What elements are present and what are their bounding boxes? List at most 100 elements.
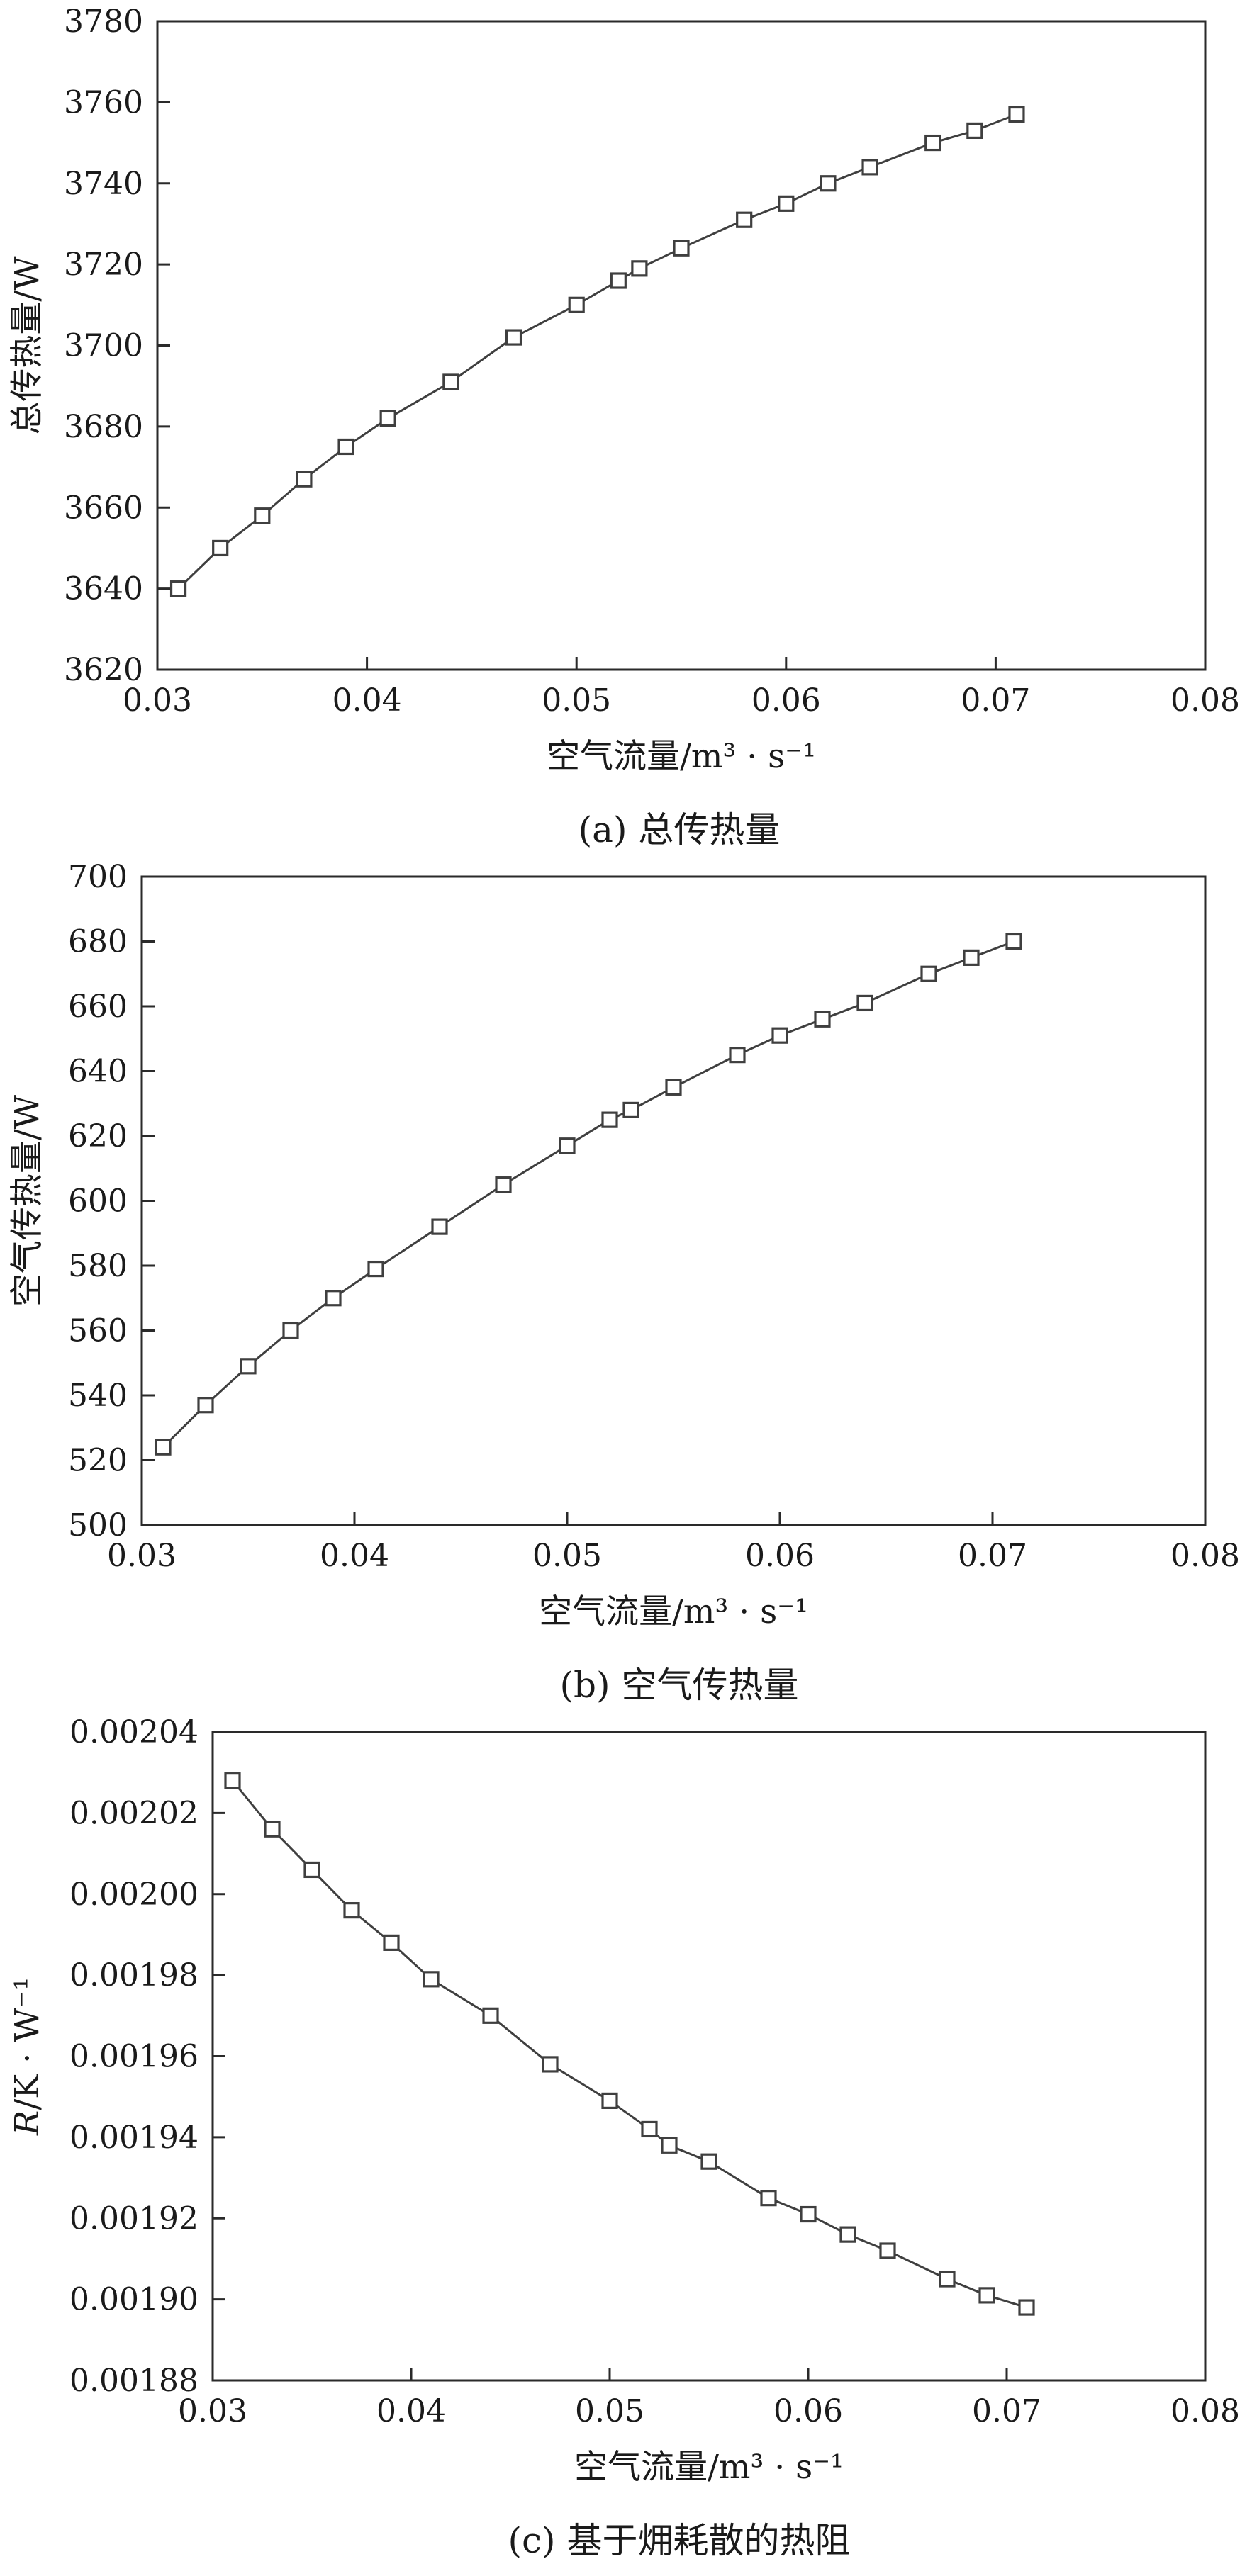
data-point-marker bbox=[736, 211, 753, 228]
y-axis-label: 空气传热量/W bbox=[8, 1094, 47, 1307]
data-point-marker bbox=[700, 2153, 717, 2170]
data-point-marker bbox=[212, 539, 229, 557]
data-point-marker bbox=[383, 1934, 400, 1951]
x-tick-label: 0.05 bbox=[575, 2393, 644, 2429]
x-tick-label: 0.04 bbox=[332, 682, 402, 719]
y-tick-label: 0.00198 bbox=[69, 1957, 199, 1993]
data-point-marker bbox=[1018, 2299, 1035, 2316]
x-tick-label: 0.07 bbox=[958, 1538, 1027, 1574]
data-point-marker bbox=[665, 1079, 682, 1096]
data-line bbox=[162, 940, 1015, 1449]
y-tick-label: 0.00196 bbox=[69, 2039, 199, 2075]
data-point-marker bbox=[296, 471, 313, 488]
y-axis-label: R/K · W⁻¹ bbox=[8, 1977, 47, 2136]
data-point-marker bbox=[568, 296, 585, 313]
x-tick-label: 0.06 bbox=[751, 682, 821, 719]
data-point-marker bbox=[495, 1176, 512, 1193]
y-tick-label: 3680 bbox=[64, 409, 143, 445]
chart-a-caption: (a) 总传热量 bbox=[578, 809, 781, 850]
data-point-marker bbox=[631, 260, 648, 277]
data-point-marker bbox=[601, 1111, 618, 1128]
x-tick-label: 0.07 bbox=[961, 682, 1030, 719]
data-line bbox=[231, 1779, 1027, 2309]
data-point-marker bbox=[939, 2271, 956, 2288]
data-point-marker bbox=[1005, 933, 1022, 950]
y-tick-label: 0.00190 bbox=[69, 2282, 199, 2318]
data-point-marker bbox=[367, 1260, 384, 1278]
y-tick-label: 520 bbox=[68, 1443, 128, 1479]
data-point-marker bbox=[963, 949, 980, 966]
x-tick-label: 0.03 bbox=[123, 682, 192, 719]
y-tick-label: 640 bbox=[68, 1054, 128, 1090]
y-tick-label: 3720 bbox=[64, 247, 143, 283]
x-tick-label: 0.08 bbox=[1170, 1538, 1240, 1574]
data-point-marker bbox=[879, 2242, 896, 2259]
chart-b-caption: (b) 空气传热量 bbox=[559, 1665, 799, 1706]
y-tick-label: 0.00192 bbox=[69, 2200, 199, 2237]
y-tick-label: 560 bbox=[68, 1313, 128, 1349]
data-point-marker bbox=[224, 1772, 241, 1789]
y-tick-label: 3640 bbox=[64, 571, 143, 607]
x-axis-label: 空气流量/m³ · s⁻¹ bbox=[574, 2448, 844, 2487]
y-tick-label: 0.00202 bbox=[69, 1795, 199, 1831]
y-tick-label: 0.00200 bbox=[69, 1877, 199, 1913]
y-tick-label: 0.00204 bbox=[69, 1714, 199, 1750]
data-point-marker bbox=[264, 1821, 281, 1838]
data-point-marker bbox=[800, 2205, 817, 2223]
y-tick-label: 700 bbox=[68, 859, 128, 895]
data-point-marker bbox=[924, 134, 941, 152]
data-point-marker bbox=[240, 1358, 257, 1375]
chart-a-total-heat-transfer: 0.03 0.04 0.05 0.06 0.07 0.08 3620 3640 3660 3680… bbox=[8, 4, 1240, 776]
y-tick-label: 3760 bbox=[64, 84, 143, 120]
data-point-marker bbox=[641, 2120, 658, 2138]
data-point-marker bbox=[431, 1218, 448, 1235]
data-point-marker bbox=[303, 1861, 320, 1879]
data-point-marker bbox=[856, 994, 873, 1012]
x-tick-label: 0.08 bbox=[1170, 2393, 1240, 2429]
data-point-marker bbox=[197, 1397, 214, 1414]
x-tick-label: 0.06 bbox=[745, 1538, 815, 1574]
y-tick-label: 620 bbox=[68, 1118, 128, 1154]
chart-c-caption: (c) 基于㶲耗散的热阻 bbox=[508, 2520, 851, 2561]
data-point-marker bbox=[1008, 106, 1025, 123]
data-point-marker bbox=[379, 410, 396, 427]
data-point-marker bbox=[820, 175, 837, 192]
data-point-marker bbox=[610, 272, 627, 289]
data-point-marker bbox=[920, 965, 937, 982]
data-point-marker bbox=[771, 1027, 788, 1044]
y-tick-label: 3620 bbox=[64, 652, 143, 688]
y-axis-label: 总传热量/W bbox=[8, 256, 47, 435]
data-point-marker bbox=[505, 329, 522, 346]
data-point-marker bbox=[337, 438, 354, 456]
y-tick-label: 680 bbox=[68, 924, 128, 960]
chart-block-b: 0.03 0.04 0.05 0.06 0.07 0.08 500 520 540 560 580 6… bbox=[0, 855, 1252, 1711]
x-axis-label: 空气流量/m³ · s⁻¹ bbox=[547, 737, 816, 776]
y-tick-label: 3700 bbox=[64, 328, 143, 364]
y-tick-label: 3780 bbox=[64, 4, 143, 40]
x-tick-label: 0.05 bbox=[532, 1538, 602, 1574]
y-tick-label: 660 bbox=[68, 989, 128, 1025]
data-point-marker bbox=[254, 507, 271, 524]
data-point-marker bbox=[814, 1011, 831, 1028]
y-tick-label: 0.00188 bbox=[69, 2363, 199, 2399]
data-point-marker bbox=[282, 1322, 299, 1339]
x-tick-label: 0.03 bbox=[107, 1538, 177, 1574]
x-tick-label: 0.04 bbox=[376, 2393, 446, 2429]
data-point-marker bbox=[673, 240, 690, 257]
plot-border bbox=[211, 1731, 1207, 2382]
y-tick-label: 540 bbox=[68, 1378, 128, 1414]
y-tick-label: 3660 bbox=[64, 490, 143, 526]
data-point-marker bbox=[155, 1439, 172, 1456]
data-point-marker bbox=[729, 1047, 746, 1064]
data-point-marker bbox=[325, 1290, 342, 1307]
data-point-marker bbox=[978, 2287, 995, 2304]
y-tick-label: 600 bbox=[68, 1183, 128, 1220]
data-point-marker bbox=[343, 1902, 360, 1919]
x-tick-label: 0.05 bbox=[542, 682, 611, 719]
data-point-marker bbox=[169, 580, 187, 597]
x-tick-label: 0.07 bbox=[972, 2393, 1041, 2429]
data-point-marker bbox=[559, 1137, 576, 1154]
data-line bbox=[177, 113, 1017, 590]
plot-border bbox=[156, 20, 1207, 671]
